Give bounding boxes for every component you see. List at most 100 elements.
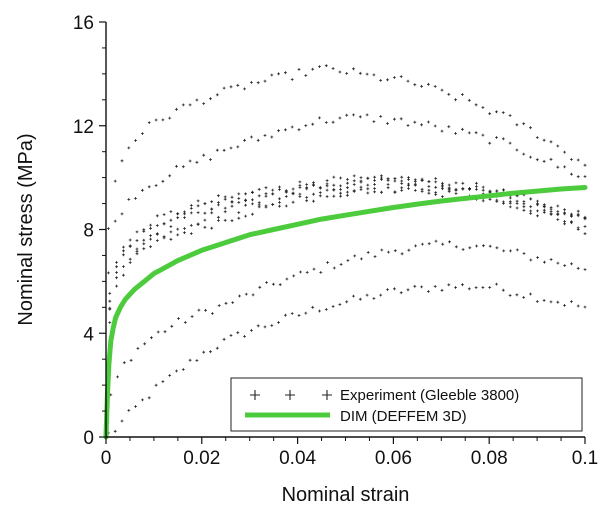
experiment-point-c7-38 [365,113,369,117]
experiment-point-c7-26 [284,128,287,132]
experiment-point-c2-30 [312,199,315,203]
experiment-point-c6-54 [475,185,478,188]
experiment-point-c5-60 [515,202,519,205]
experiment-point-c2-19 [237,216,241,220]
experiment-point-c1-48 [434,239,438,243]
experiment-point-c4-24 [271,188,275,192]
experiment-point-c5-26 [284,195,288,198]
experiment-point-c0-18 [229,334,233,337]
experiment-point-c8-45 [413,83,417,87]
experiment-point-c6-16 [217,201,220,204]
experiment-point-c0-13 [195,359,199,362]
experiment-point-c3-23 [264,192,268,196]
experiment-point-c7-4 [134,197,137,200]
experiment-point-c8-69 [576,158,580,162]
experiment-point-c1-60 [515,248,519,252]
experiment-point-c1-20 [244,292,248,296]
experiment-point-c5-10 [176,227,180,231]
experiment-point-c4-12 [189,204,193,207]
experiment-point-c2-6 [149,245,152,249]
experiment-point-c8-5 [141,132,144,135]
experiment-point-c0-22 [256,324,260,328]
experiment-point-c1-46 [421,242,424,246]
experiment-point-c3-25 [278,197,281,201]
experiment-point-c1-4 [136,347,140,350]
experiment-point-c6-4 [135,239,139,242]
experiment-point-c8-21 [250,81,253,84]
experiment-point-c1-32 [326,261,329,264]
experiment-point-c1-67 [563,264,567,267]
experiment-point-c0-30 [311,305,315,309]
y-tick-label-2: 8 [83,221,94,242]
experiment-point-c2-15 [210,226,214,230]
experiment-point-c4-4 [135,230,139,234]
experiment-point-c1-54 [475,244,478,248]
experiment-point-c6-34 [339,184,342,188]
experiment-point-c5-15 [210,211,214,215]
experiment-point-c8-13 [195,98,199,102]
experiment-point-c4-54 [475,181,478,185]
experiment-point-c8-34 [338,70,342,74]
experiment-point-c8-62 [529,126,532,130]
experiment-point-c0-62 [529,292,532,296]
experiment-point-c2-28 [298,195,302,198]
experiment-point-c8-43 [399,75,403,78]
experiment-point-c6-46 [420,179,424,182]
experiment-point-c8-4 [134,139,137,142]
experiment-point-c0-3 [127,409,131,412]
experiment-point-c4-48 [434,177,438,180]
experiment-point-c7-13 [195,160,199,164]
experiment-point-c7-46 [420,123,423,127]
experiment-point-c8-58 [501,111,505,114]
experiment-point-c0-35 [345,300,349,304]
experiment-point-c0-55 [481,286,485,289]
x-tick-label-5: 0.1 [572,448,598,469]
experiment-point-c2-61 [522,208,526,212]
experiment-point-c6-70 [583,217,587,221]
experiment-point-c0-47 [427,290,430,293]
experiment-point-c0-38 [365,293,369,297]
legend-dim-label: DIM (DEFFEM 3D) [340,408,467,425]
experiment-point-c6-36 [352,183,356,186]
experiment-point-c3-10 [176,216,180,220]
experiment-point-c0-12 [188,358,192,362]
experiment-point-c6-22 [257,194,261,198]
experiment-point-c2-3 [128,261,132,264]
experiment-point-c1-52 [461,248,465,251]
experiment-point-c3-11 [183,216,186,219]
experiment-point-c7-55 [481,133,485,137]
experiment-point-c8-65 [549,140,553,144]
experiment-point-c8-12 [188,103,192,107]
experiment-point-c8-38 [365,72,369,76]
experiment-point-c1-41 [387,250,390,254]
experiment-point-c4-7 [155,214,159,218]
experiment-point-c3-54 [475,187,478,191]
experiment-point-c6-69 [576,212,580,216]
experiment-point-c7-10 [175,164,178,168]
experiment-point-c7-59 [508,141,512,145]
experiment-point-c7-43 [399,117,403,121]
experiment-point-c0-34 [338,303,342,306]
experiment-point-c5-29 [305,196,309,199]
experiment-point-c8-39 [372,73,376,77]
experiment-point-c8-51 [454,98,457,102]
experiment-point-c1-64 [543,260,546,264]
experiment-point-c7-12 [188,159,192,163]
experiment-point-c5-66 [556,213,560,217]
experiment-point-c5-31 [318,194,322,198]
experiment-point-c0-45 [413,284,417,288]
experiment-point-c6-13 [196,204,200,208]
experiment-point-c1-36 [353,254,357,258]
experiment-point-c7-60 [515,148,519,152]
experiment-point-c0-60 [515,293,519,297]
experiment-point-c8-1 [113,179,117,183]
experiment-point-c8-40 [379,79,383,82]
experiment-point-c4-22 [257,187,261,191]
experiment-point-c8-8 [161,118,165,122]
experiment-point-c7-14 [202,153,206,157]
experiment-point-c2-26 [284,204,288,208]
experiment-point-c1-12 [190,315,194,318]
experiment-point-c5-36 [352,189,356,193]
legend-experiment-label: Experiment (Gleeble 3800) [340,387,519,404]
experiment-point-c4-1 [115,261,118,264]
